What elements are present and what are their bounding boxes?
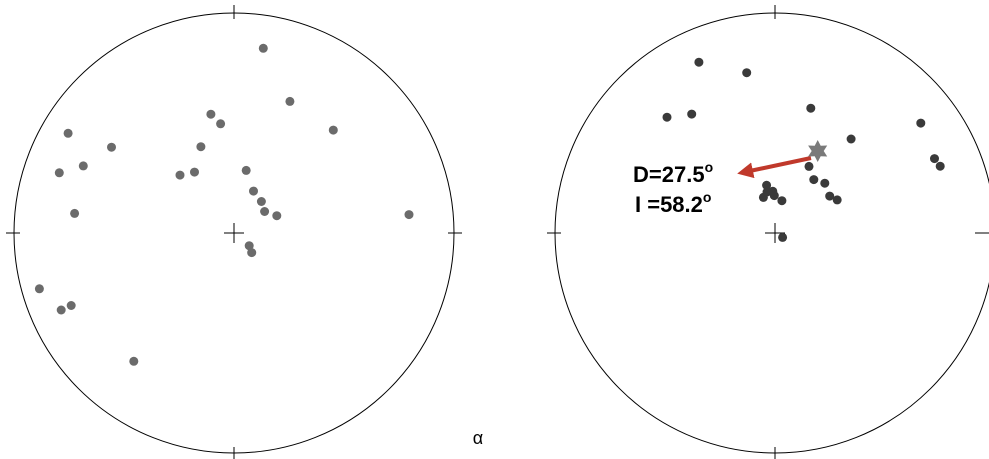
right-data-point: [916, 118, 926, 128]
right-data-point: [777, 196, 787, 206]
left-data-point: [54, 168, 64, 178]
right-data-point: [846, 134, 856, 144]
left-data-point: [196, 142, 206, 152]
right-data-point: [832, 195, 842, 205]
left-data-point: [70, 208, 80, 218]
right-data-point: [694, 57, 704, 67]
inclination-label: I =58.2o: [635, 189, 711, 217]
stereonet-left-points: [34, 43, 414, 366]
left-data-point: [190, 167, 199, 177]
left-data-point: [66, 301, 76, 310]
left-data-point: [241, 165, 251, 175]
left-data-point: [256, 197, 266, 206]
right-data-point: [935, 161, 945, 171]
left-data-point: [107, 142, 116, 152]
inclination-degree: o: [703, 189, 712, 205]
right-data-point: [687, 109, 697, 119]
left-data-point: [56, 305, 66, 315]
left-data-point: [129, 356, 139, 366]
mean-direction-star: [808, 140, 828, 162]
right-data-point: [769, 191, 779, 201]
stereonet-left: [6, 5, 462, 459]
figure-caption: α: [473, 428, 483, 448]
right-data-point: [662, 112, 672, 122]
left-data-point: [249, 186, 258, 196]
left-data-point: [285, 96, 295, 106]
left-data-point: [260, 207, 270, 216]
left-data-point: [175, 170, 185, 180]
left-data-point: [404, 210, 414, 220]
left-data-point: [244, 241, 254, 251]
left-data-point: [206, 109, 216, 119]
right-data-point: [820, 178, 830, 188]
declination-label: D=27.5o: [633, 159, 713, 187]
left-data-point: [78, 161, 88, 171]
left-data-point: [63, 128, 73, 138]
left-data-point: [216, 119, 226, 129]
left-data-point: [34, 284, 44, 294]
mean-direction-arrow: [737, 156, 812, 179]
left-data-point: [258, 43, 268, 53]
declination-degree: o: [705, 159, 714, 175]
left-data-point: [272, 211, 282, 221]
right-data-point: [762, 180, 772, 190]
stereonet-right: D=27.5o I =58.2o: [547, 5, 989, 459]
right-data-point: [806, 103, 816, 113]
right-data-point: [809, 175, 819, 185]
inclination-text: I =58.2: [635, 192, 703, 217]
declination-text: D=27.5: [633, 162, 705, 187]
right-data-point: [742, 68, 752, 78]
right-data-point: [825, 191, 835, 201]
right-data-point: [778, 232, 788, 242]
stereonet-right-points: [662, 57, 945, 242]
left-data-point: [328, 125, 338, 135]
left-data-point: [247, 248, 257, 258]
right-data-point: [930, 154, 939, 164]
right-data-point: [804, 161, 814, 171]
